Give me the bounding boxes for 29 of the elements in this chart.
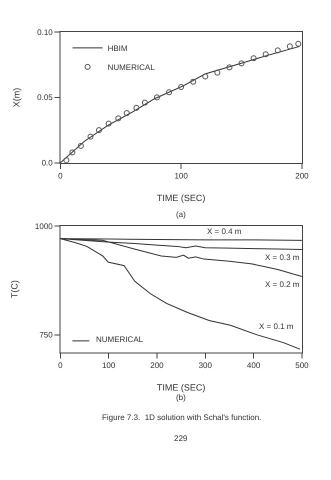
x-tick-label: 0 (58, 171, 64, 180)
y-tick-label: 0.05 (37, 93, 54, 102)
y-tick-label: 0.0 (42, 158, 54, 168)
y-tick-label: 1000 (34, 222, 54, 231)
y-tick-label: 0.10 (37, 28, 54, 37)
legend-label: NUMERICAL (108, 62, 156, 72)
series-label: X = 0.2 m (265, 280, 300, 289)
series-label: X = 0.1 m (259, 322, 294, 331)
text: (b) (176, 393, 186, 402)
legend-label: HBIM (108, 44, 128, 53)
text: (a) (176, 210, 186, 219)
series-label: X = 0.4 m (207, 227, 242, 236)
text: 229 (174, 434, 188, 443)
x-tick-label: 100 (102, 360, 116, 370)
x-tick-label: 200 (295, 171, 310, 180)
x-tick-label: 0 (58, 360, 64, 370)
x-tick-label: 200 (150, 360, 164, 370)
y-axis-title: X(m) (11, 88, 22, 108)
x-tick-label: 100 (174, 171, 188, 180)
series-label: X = 0.3 m (265, 253, 300, 262)
x-axis-title: TIME (SEC) (156, 193, 206, 204)
caption: Figure 7.3. 1D solution with Schal's function. (102, 413, 262, 422)
annotation: NUMERICAL (96, 335, 144, 344)
x-tick-label: 400 (246, 360, 261, 370)
y-axis-title: T(C) (9, 280, 20, 298)
y-tick-label: 750 (39, 330, 54, 340)
x-tick-label: 300 (198, 360, 212, 370)
x-axis-title: TIME (SEC) (156, 382, 206, 393)
x-tick-label: 500 (295, 360, 310, 370)
